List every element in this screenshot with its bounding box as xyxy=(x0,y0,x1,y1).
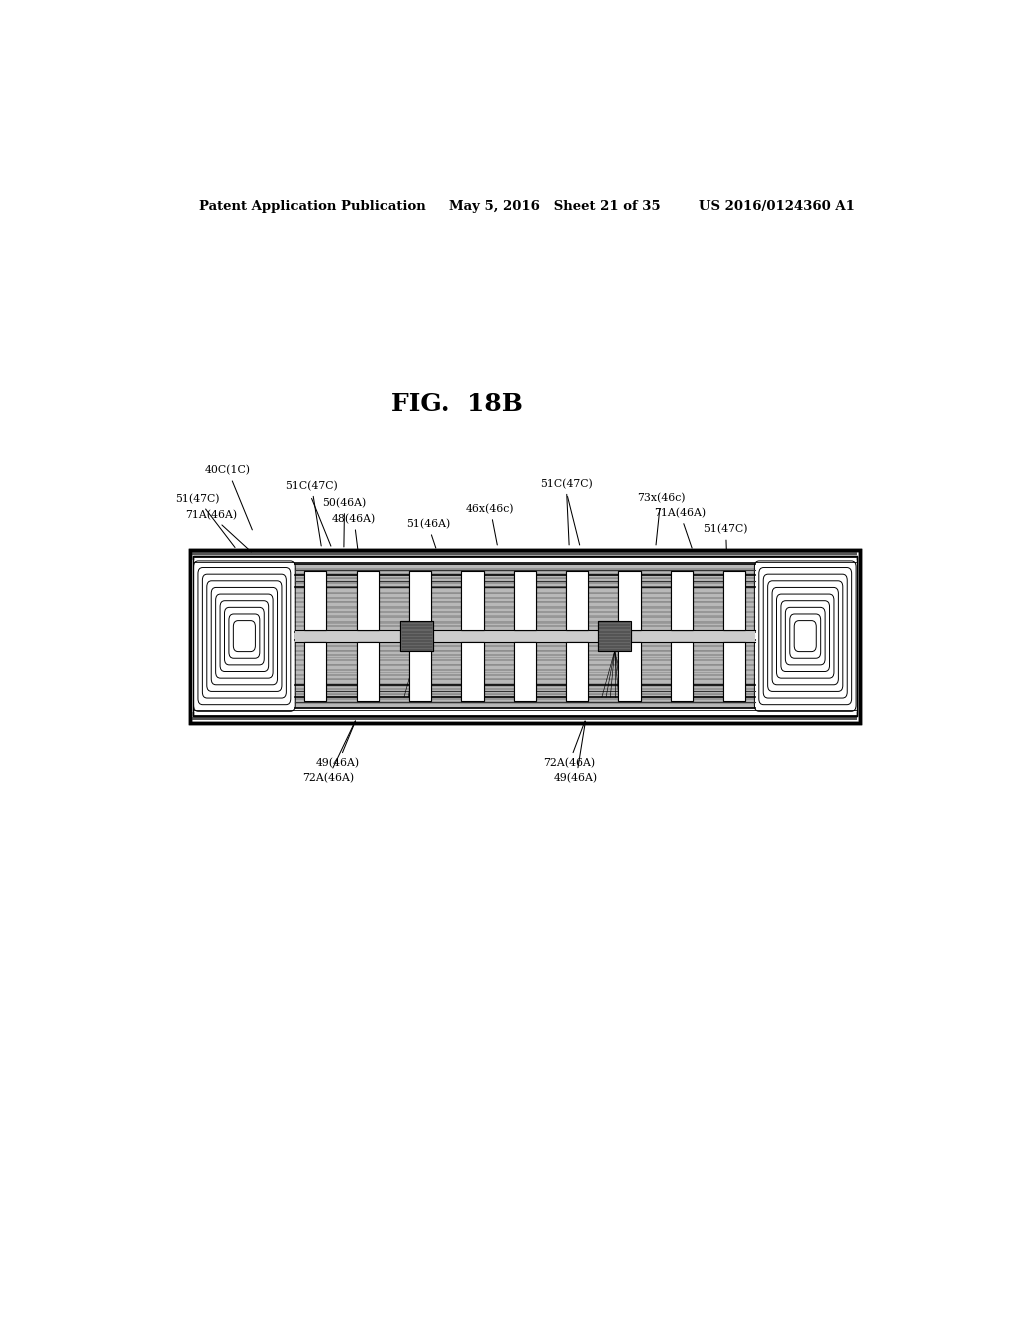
Bar xyxy=(514,643,536,701)
Text: May 5, 2016   Sheet 21 of 35: May 5, 2016 Sheet 21 of 35 xyxy=(450,199,662,213)
Bar xyxy=(566,643,589,701)
Bar xyxy=(514,572,536,630)
Bar xyxy=(618,643,641,701)
Bar xyxy=(356,643,379,701)
Bar xyxy=(409,643,431,701)
Bar xyxy=(671,572,693,630)
Bar xyxy=(671,572,693,630)
Bar xyxy=(400,620,433,651)
Bar xyxy=(566,643,589,701)
Bar xyxy=(723,643,745,701)
Text: 49(46A): 49(46A) xyxy=(554,721,598,784)
Bar xyxy=(194,556,856,717)
Bar xyxy=(304,643,327,701)
Text: 48(46A): 48(46A) xyxy=(332,513,376,549)
Text: 71A(46A): 71A(46A) xyxy=(654,508,707,548)
Text: 49(46A): 49(46A) xyxy=(316,721,360,768)
Text: 51(46A): 51(46A) xyxy=(406,519,450,548)
Bar xyxy=(189,549,860,722)
Text: 51(47C): 51(47C) xyxy=(176,494,236,548)
Text: 40C(1C): 40C(1C) xyxy=(205,465,252,529)
Bar xyxy=(723,572,745,630)
Bar xyxy=(758,560,857,713)
Bar xyxy=(193,552,857,556)
Bar xyxy=(193,717,857,721)
Bar xyxy=(671,643,693,701)
Bar xyxy=(598,620,631,651)
Text: FIG.  18B: FIG. 18B xyxy=(391,392,523,416)
Text: 46x(46c): 46x(46c) xyxy=(466,504,515,545)
Bar xyxy=(356,643,379,701)
Bar xyxy=(304,572,327,630)
Text: 51C(47C): 51C(47C) xyxy=(540,478,593,545)
Bar xyxy=(193,560,292,713)
Bar xyxy=(462,643,483,701)
Bar xyxy=(462,572,483,630)
Bar xyxy=(598,620,631,651)
Bar xyxy=(723,572,745,630)
Bar xyxy=(304,643,327,701)
Bar xyxy=(514,572,536,630)
Bar xyxy=(723,643,745,701)
Bar xyxy=(462,643,483,701)
Bar xyxy=(514,643,536,701)
Bar xyxy=(304,572,327,630)
Bar xyxy=(295,630,755,643)
Text: 71A(46A): 71A(46A) xyxy=(185,510,251,552)
Bar xyxy=(356,572,379,630)
Bar xyxy=(295,564,755,709)
Bar xyxy=(400,620,433,651)
Text: 73x(46c): 73x(46c) xyxy=(637,492,685,545)
Text: 72A(46A): 72A(46A) xyxy=(543,721,595,768)
Bar xyxy=(356,572,379,630)
Text: 51C(47C): 51C(47C) xyxy=(285,480,338,546)
Bar xyxy=(409,572,431,630)
Text: 72A(46A): 72A(46A) xyxy=(302,721,355,784)
Bar xyxy=(566,572,589,630)
Bar xyxy=(409,572,431,630)
Text: US 2016/0124360 A1: US 2016/0124360 A1 xyxy=(699,199,855,213)
Bar xyxy=(462,572,483,630)
Bar xyxy=(409,643,431,701)
Bar xyxy=(566,572,589,630)
Text: Patent Application Publication: Patent Application Publication xyxy=(200,199,426,213)
Bar xyxy=(618,572,641,630)
Text: 50(46A): 50(46A) xyxy=(323,498,367,546)
Bar xyxy=(671,643,693,701)
Bar xyxy=(189,549,860,722)
Bar xyxy=(618,643,641,701)
Bar xyxy=(194,556,856,717)
Text: 51(47C): 51(47C) xyxy=(703,524,748,550)
Bar xyxy=(618,572,641,630)
